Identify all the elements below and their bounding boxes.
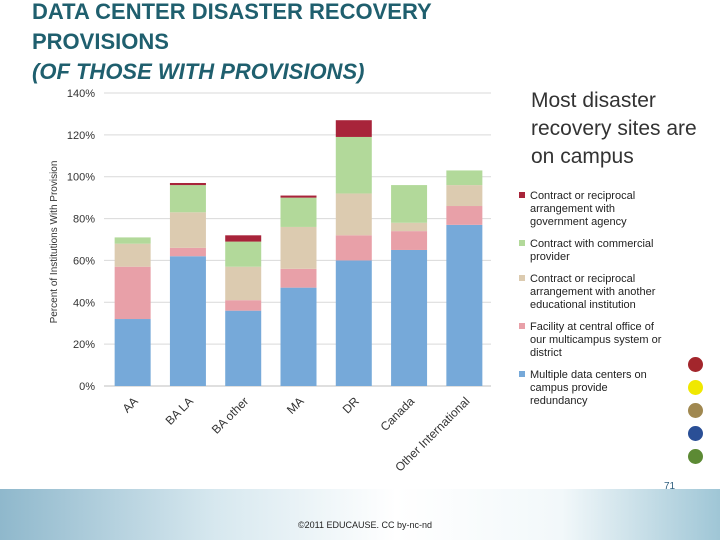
legend-label: redundancy	[530, 395, 588, 407]
bar-segment	[225, 241, 262, 267]
legend-label: Contract with commercial	[530, 238, 653, 250]
legend-label: Multiple data centers on	[530, 369, 647, 381]
copyright-notice: ©2011 EDUCAUSE. CC by-nc-nd	[298, 520, 433, 530]
bar-segment	[280, 195, 317, 198]
bar-segment	[169, 256, 206, 386]
bar-segment	[280, 197, 317, 227]
bar-segment	[169, 247, 206, 257]
theme-dot-yellow	[688, 380, 703, 395]
side-note: Most disaster recovery sites are on camp…	[531, 89, 697, 168]
legend-label: arrangement with another	[530, 286, 656, 298]
bar-segment	[225, 266, 262, 301]
x-tick-label: MA	[284, 394, 307, 417]
legend-swatch	[519, 240, 525, 246]
y-tick-label: 60%	[73, 255, 95, 267]
legend-label: Contract or reciprocal	[530, 273, 635, 285]
bar-segment	[335, 136, 372, 194]
bar-segment	[446, 185, 483, 207]
x-tick-label: BA other	[209, 394, 251, 436]
x-tick-label: BA LA	[163, 394, 196, 427]
legend-label: Facility at central office of	[530, 321, 655, 333]
bar-segment	[391, 231, 428, 250]
y-tick-label: 0%	[79, 381, 95, 393]
legend-label: Contract or reciprocal	[530, 190, 635, 202]
legend-label: our multicampus system or	[530, 334, 662, 346]
legend-label: provider	[530, 251, 570, 263]
legend-swatch	[519, 371, 525, 377]
x-tick-label: AA	[120, 394, 141, 415]
footer-band	[0, 489, 720, 540]
legend-label: educational institution	[530, 299, 636, 311]
title-line-2: PROVISIONS	[32, 29, 169, 54]
bar-segment	[391, 222, 428, 232]
theme-dot-blue	[688, 426, 703, 441]
x-tick-label: DR	[340, 394, 362, 416]
y-tick-label: 40%	[73, 297, 95, 309]
bar-segment	[169, 185, 206, 213]
slide-number: 71	[664, 481, 676, 492]
y-tick-label: 120%	[67, 130, 95, 142]
y-axis-label: Percent of Institutions With Provision	[49, 161, 60, 324]
slide-title: DATA CENTER DISASTER RECOVERY PROVISIONS…	[32, 0, 432, 87]
legend-label: district	[530, 347, 562, 359]
bar-segment	[169, 182, 206, 186]
bar-segment	[335, 235, 372, 261]
bar-segment	[225, 300, 262, 311]
bar-segment	[446, 170, 483, 186]
bar-segment	[280, 287, 317, 386]
theme-dots	[688, 357, 703, 472]
y-tick-label: 20%	[73, 339, 95, 351]
bar-segment	[114, 266, 151, 320]
title-line-1: DATA CENTER DISASTER RECOVERY	[32, 0, 432, 24]
bar-segment	[169, 212, 206, 248]
theme-dot-green	[688, 449, 703, 464]
x-tick-label: Canada	[378, 394, 418, 434]
bar-segment	[335, 193, 372, 236]
bar-segment	[391, 249, 428, 386]
legend-label: arrangement with	[530, 203, 615, 215]
bar-segment	[335, 120, 372, 137]
title-line-3: (OF THOSE WITH PROVISIONS)	[32, 59, 365, 84]
legend-swatch	[519, 323, 525, 329]
y-tick-label: 80%	[73, 214, 95, 226]
bar-segment	[446, 224, 483, 386]
bar-segment	[335, 260, 372, 386]
theme-dot-tan	[688, 403, 703, 418]
y-tick-label: 100%	[67, 172, 95, 184]
bar-segment	[280, 268, 317, 288]
bar-segment	[225, 310, 262, 386]
bar-segment	[280, 226, 317, 269]
theme-dot-red	[688, 357, 703, 372]
bar-segment	[114, 319, 151, 386]
bar-segment	[391, 185, 428, 223]
legend-label: government agency	[530, 216, 627, 228]
legend-label: campus provide	[530, 382, 608, 394]
legend-swatch	[519, 192, 525, 198]
bar-segment	[225, 235, 262, 242]
legend-swatch	[519, 275, 525, 281]
bar-segment	[114, 243, 151, 267]
bar-segment	[114, 237, 151, 244]
bar-segment	[446, 206, 483, 225]
y-tick-label: 140%	[67, 88, 95, 100]
